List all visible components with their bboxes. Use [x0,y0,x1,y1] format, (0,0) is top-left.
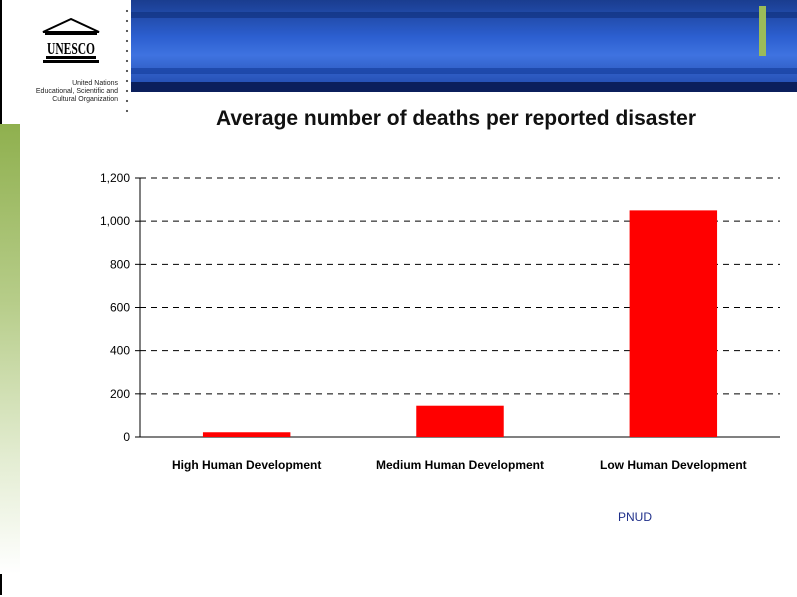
x-category-label: Low Human Development [600,458,747,472]
org-name-line: Cultural Organization [52,96,118,103]
y-tick-label: 0 [123,430,130,444]
banner-stripe [131,68,797,74]
y-tick-label: 600 [110,301,130,315]
bar [202,432,291,437]
y-tick-label: 800 [110,257,130,271]
dotted-divider [125,6,129,118]
logo-text: UNESCO [47,39,95,58]
org-name-line: Educational, Scientific and [35,88,118,95]
bar [629,210,718,437]
organization-name: United Nations Educational, Scientific a… [4,80,118,104]
unesco-logo: UNESCO [42,18,100,63]
x-category-label: Medium Human Development [376,458,544,472]
x-category-label: High Human Development [172,458,321,472]
left-accent-bar [0,124,20,574]
y-tick-label: 1,200 [100,171,130,185]
green-accent-bar [759,6,766,56]
bar [416,405,504,437]
y-tick-label: 200 [110,387,130,401]
header-banner [131,0,797,92]
org-name-line: United Nations [72,80,118,87]
y-tick-label: 1,000 [100,214,130,228]
chart-title: Average number of deaths per reported di… [215,107,697,130]
banner-bottom-band [131,82,797,92]
y-tick-label: 400 [110,344,130,358]
banner-stripe [131,12,797,18]
source-label: PNUD [617,510,652,524]
